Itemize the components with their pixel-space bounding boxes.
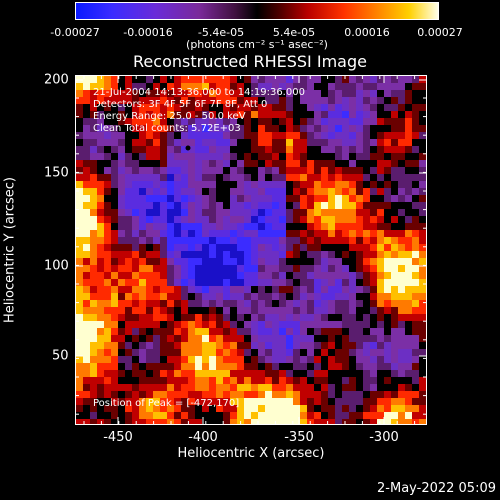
timestamp: 2-May-2022 05:09 (377, 481, 496, 496)
y-tick-label: 100 (44, 258, 69, 274)
x-axis-label: Heliocentric X (arcsec) (177, 446, 325, 461)
x-tick-label: -350 (284, 430, 314, 445)
colorbar (75, 2, 439, 20)
colorbar-units: (photons cm⁻² s⁻¹ asec⁻²) (186, 38, 328, 51)
time-range-label: 21-Jul-2004 14:13:36.000 to 14:19:36.000 (93, 87, 305, 98)
clean-counts-label: Clean Total counts: 5.72E+03 (93, 123, 241, 134)
x-tick-label: -450 (103, 430, 133, 445)
detectors-label: Detectors: 3F 4F 5F 6F 7F 8F, Att 0 (93, 99, 268, 110)
colorbar-tick-4: 5.4e-05 (272, 26, 316, 39)
colorbar-tick-1: -0.00027 (50, 26, 100, 39)
peak-position-label: Position of Peak = [-472,170] (93, 398, 240, 409)
y-axis-label-text: Heliocentric Y (arcsec) (2, 177, 18, 323)
y-tick-label: 150 (44, 165, 69, 181)
colorbar-tick-3: -5.4e-05 (197, 26, 245, 39)
plot-title: Reconstructed RHESSI Image (133, 52, 367, 71)
x-tick-label: -400 (188, 430, 218, 445)
x-tick-label: -300 (369, 430, 399, 445)
y-tick-label: 200 (44, 72, 69, 88)
image-plot-area (75, 75, 427, 425)
y-tick-label: 50 (52, 348, 69, 364)
colorbar-tick-5: 0.00016 (344, 26, 390, 39)
colorbar-tick-2: -0.00016 (123, 26, 173, 39)
reconstructed-image-map (76, 76, 426, 424)
peak-marker (185, 145, 191, 151)
colorbar-tick-6: 0.00027 (417, 26, 463, 39)
energy-range-label: Energy Range: 25.0 - 50.0 keV (93, 111, 246, 122)
